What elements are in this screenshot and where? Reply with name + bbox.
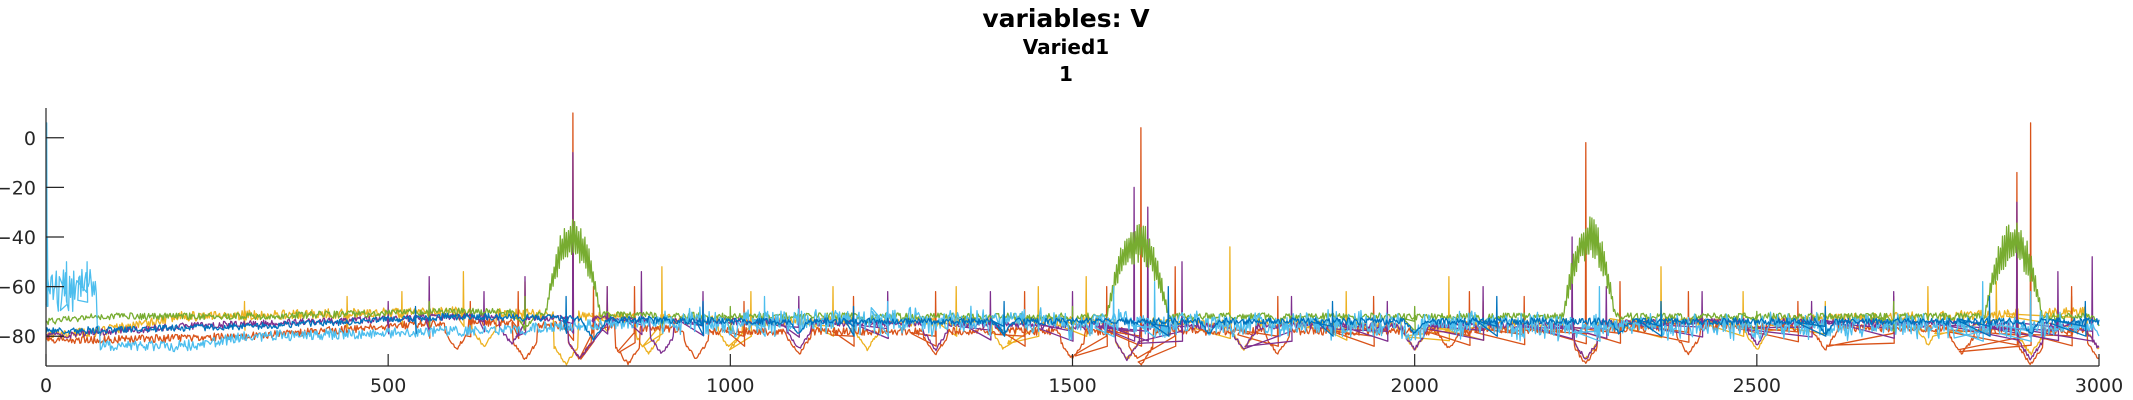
- x-tick-label: 1000: [706, 375, 754, 397]
- y-tick-label: −20: [0, 177, 36, 199]
- y-tick-label: −80: [0, 326, 36, 348]
- x-tick-label: 2500: [1733, 375, 1781, 397]
- y-tick-label: −40: [0, 227, 36, 249]
- y-tick-label: −60: [0, 277, 36, 299]
- x-tick-label: 0: [40, 375, 52, 397]
- x-tick-label: 3000: [2075, 375, 2123, 397]
- axes: 0 500 1000 1500 2000 2500 3000 −80 −60 −40 −20 0: [0, 108, 2123, 397]
- x-tick-label: 2000: [1390, 375, 1438, 397]
- chart-title: variables: V: [982, 4, 1150, 33]
- series-layer: [45, 112, 2100, 366]
- series-line-4: [45, 216, 2100, 332]
- series-line-5: [45, 122, 2100, 353]
- chart-subtitle: Varied1: [1023, 35, 1109, 59]
- x-tick-label: 1500: [1048, 375, 1096, 397]
- y-tick-label: 0: [24, 128, 36, 150]
- chart-subtitle-2: 1: [1059, 62, 1073, 86]
- series-line-6: [45, 285, 2100, 341]
- x-tick-label: 500: [370, 375, 406, 397]
